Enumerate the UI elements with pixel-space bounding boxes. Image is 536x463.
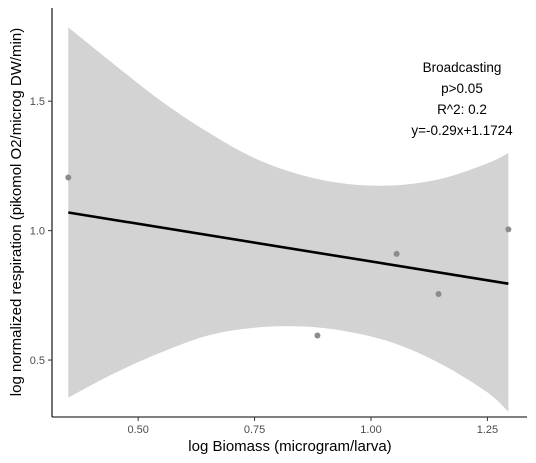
annotation-line-4: y=-0.29x+1.1724 bbox=[411, 123, 513, 138]
annotation-line-3: R^2: 0.2 bbox=[437, 102, 487, 117]
y-tick-label: 1.0 bbox=[30, 226, 45, 238]
annotation-layer: Broadcasting p>0.05 R^2: 0.2 y=-0.29x+1.172… bbox=[411, 60, 513, 138]
annotation-line-1: Broadcasting bbox=[423, 60, 502, 75]
data-points-layer bbox=[65, 174, 512, 339]
axes-layer: 0.50 0.75 1.00 1.25 0.5 1.0 1.5 bbox=[30, 8, 527, 436]
data-point-3 bbox=[393, 250, 400, 257]
y-axis-title: log normalized respiration (pikomol O2/m… bbox=[8, 28, 25, 396]
confidence-band-layer bbox=[68, 27, 509, 412]
x-tick-label: 1.00 bbox=[360, 424, 381, 436]
data-point-1 bbox=[65, 174, 72, 181]
annotation-line-2: p>0.05 bbox=[441, 81, 483, 96]
x-axis-title: log Biomass (microgram/larva) bbox=[188, 438, 391, 455]
x-tick-label: 0.75 bbox=[244, 424, 265, 436]
data-point-2 bbox=[314, 332, 321, 339]
data-point-5 bbox=[505, 226, 512, 233]
confidence-band bbox=[68, 27, 509, 412]
x-tick-label: 1.25 bbox=[477, 424, 498, 436]
y-tick-label: 0.5 bbox=[30, 355, 45, 367]
x-tick-label: 0.50 bbox=[127, 424, 148, 436]
fit-line-layer bbox=[68, 211, 509, 285]
y-tick-label: 1.5 bbox=[30, 96, 45, 108]
regression-line bbox=[68, 211, 509, 285]
data-point-4 bbox=[435, 291, 442, 298]
